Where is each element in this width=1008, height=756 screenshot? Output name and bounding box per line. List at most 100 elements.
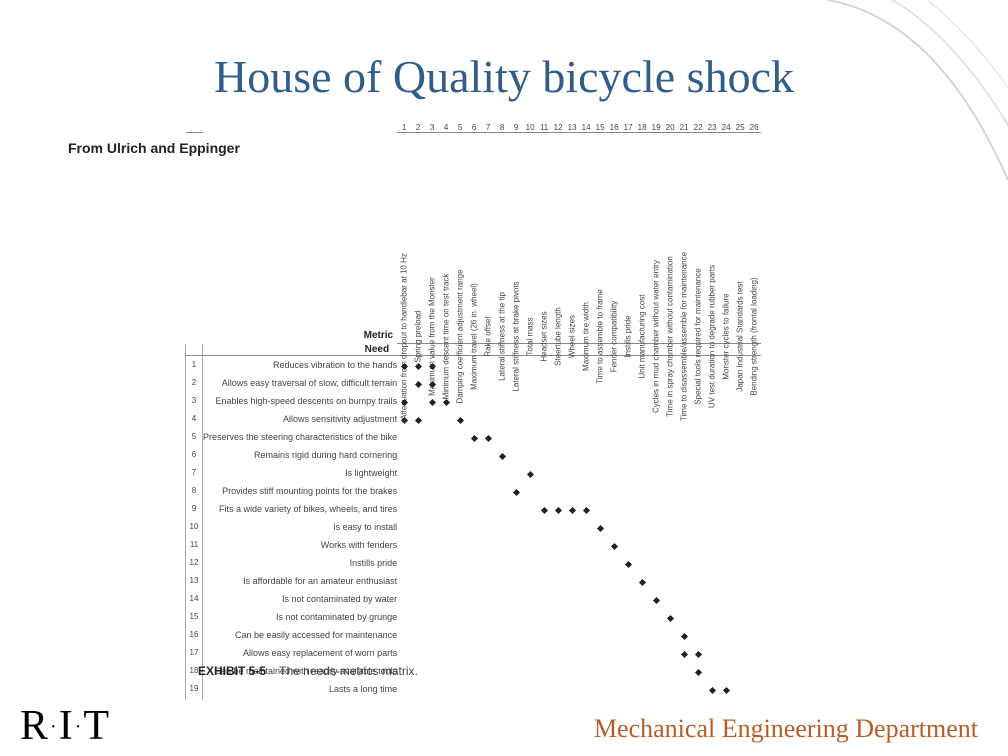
metric-label: Instills pride xyxy=(624,315,633,357)
metric-label: Monster cycles to failure xyxy=(722,293,731,379)
metric-col-num: 17 xyxy=(621,120,635,133)
metric-col-num: 23 xyxy=(705,120,719,133)
metric-label: Total mass xyxy=(526,317,535,355)
metric-label: Spring preload xyxy=(414,310,423,362)
relation-dot xyxy=(457,416,464,423)
need-label: Instills pride xyxy=(203,554,398,572)
relation-dot xyxy=(513,488,520,495)
need-row: 19Lasts a long time xyxy=(186,680,762,698)
relation-dot xyxy=(485,434,492,441)
metric-label: Damping coefficient adjustment range xyxy=(456,269,465,403)
metric-label: Wheel sizes xyxy=(568,315,577,358)
relation-dot xyxy=(443,398,450,405)
need-label: Is not contaminated by grunge xyxy=(203,608,398,626)
relation-dot xyxy=(653,596,660,603)
metric-col-num: 22 xyxy=(691,120,705,133)
need-label: Allows easy traversal of slow, difficult… xyxy=(203,374,398,392)
relation-dot xyxy=(499,452,506,459)
metric-col-num: 1 xyxy=(397,120,411,133)
need-label: Remains rigid during hard cornering xyxy=(203,446,398,464)
relation-dot xyxy=(681,632,688,639)
need-row: 16Can be easily accessed for maintenance xyxy=(186,626,762,644)
need-label: Is lightweight xyxy=(203,464,398,482)
relation-dot xyxy=(639,578,646,585)
metric-col-num: 20 xyxy=(663,120,677,133)
metric-col-num: 10 xyxy=(523,120,537,133)
metric-col-num: 2 xyxy=(411,120,425,133)
metric-col-num: 12 xyxy=(551,120,565,133)
need-row: 13Is affordable for an amateur enthusias… xyxy=(186,572,762,590)
metric-col-num: 14 xyxy=(579,120,593,133)
metric-label: Maximum travel (26 in. wheel) xyxy=(470,283,479,390)
need-row: 15Is not contaminated by grunge xyxy=(186,608,762,626)
relation-dot xyxy=(681,650,688,657)
metric-col-num: 7 xyxy=(481,120,495,133)
relation-dot xyxy=(709,686,716,693)
metric-col-num: 13 xyxy=(565,120,579,133)
metric-label: Fender compatibility xyxy=(610,301,619,373)
metric-col-num: 6 xyxy=(467,120,481,133)
relation-dot xyxy=(415,416,422,423)
slide-title: House of Quality bicycle shock xyxy=(0,50,1008,103)
metric-label: Minimum descent time on test track xyxy=(442,274,451,400)
relation-dot xyxy=(611,542,618,549)
relation-dot xyxy=(597,524,604,531)
relation-dot xyxy=(695,668,702,675)
metric-col-num: 9 xyxy=(509,120,523,133)
metric-label: Rake offset xyxy=(484,316,493,356)
metric-col-num: 25 xyxy=(733,120,747,133)
need-header: Need xyxy=(203,344,398,356)
metric-col-num: 26 xyxy=(747,120,761,133)
metric-header: Metric xyxy=(364,330,393,341)
relation-dot xyxy=(625,560,632,567)
metric-col-num: 11 xyxy=(537,120,551,133)
need-row: 17Allows easy replacement of worn parts xyxy=(186,644,762,662)
metric-col-num: 4 xyxy=(439,120,453,133)
metric-label: Lateral stiffness at the tip xyxy=(498,292,507,381)
department-name: Mechanical Engineering Department xyxy=(594,714,978,744)
relation-dot xyxy=(527,470,534,477)
metric-col-num: 16 xyxy=(607,120,621,133)
exhibit-text: The needs-metrics matrix. xyxy=(279,664,418,678)
need-label: Preserves the steering characteristics o… xyxy=(203,428,398,446)
need-label: Is affordable for an amateur enthusiast xyxy=(203,572,398,590)
metric-label: Time to assemble to frame xyxy=(596,289,605,383)
need-row: 12Instills pride xyxy=(186,554,762,572)
metric-col-num: 18 xyxy=(635,120,649,133)
slide: House of Quality bicycle shock From Ulri… xyxy=(0,0,1008,756)
exhibit-caption: EXHIBIT 5-5 The needs-metrics matrix. xyxy=(198,664,418,678)
relation-dot xyxy=(695,650,702,657)
metric-label: Bending strength (frontal loading) xyxy=(750,277,759,395)
need-row: 10Is easy to install xyxy=(186,518,762,536)
need-row: 7Is lightweight xyxy=(186,464,762,482)
exhibit-label: EXHIBIT 5-5 xyxy=(198,664,266,678)
need-label: Can be easily accessed for maintenance xyxy=(203,626,398,644)
metric-label: Maximum tire width xyxy=(582,302,591,371)
need-row: 8Provides stiff mounting points for the … xyxy=(186,482,762,500)
need-label: Fits a wide variety of bikes, wheels, an… xyxy=(203,500,398,518)
metric-col-num: 21 xyxy=(677,120,691,133)
relation-dot xyxy=(555,506,562,513)
footer: R·I·T Mechanical Engineering Department xyxy=(0,700,1008,756)
metric-label: Cycles in mud chamber without water entr… xyxy=(652,260,661,413)
relation-dot xyxy=(415,362,422,369)
need-label: Is not contaminated by water xyxy=(203,590,398,608)
needs-metrics-matrix: 1234567891011121314151617181920212223242… xyxy=(185,120,805,717)
relation-dot xyxy=(429,398,436,405)
need-row: 6Remains rigid during hard cornering xyxy=(186,446,762,464)
metric-label: Japan Industrial Standards test xyxy=(736,281,745,391)
metric-label: Unit manufacturing cost xyxy=(638,294,647,378)
need-label: Allows easy replacement of worn parts xyxy=(203,644,398,662)
metric-label: Time to disassemble/assemble for mainten… xyxy=(680,252,689,421)
relation-dot xyxy=(415,380,422,387)
need-row: 11Works with fenders xyxy=(186,536,762,554)
metric-label: Steertube length xyxy=(554,307,563,366)
need-row: 9Fits a wide variety of bikes, wheels, a… xyxy=(186,500,762,518)
metric-label: Special tools required for maintenance xyxy=(694,268,703,405)
metric-col-num: 19 xyxy=(649,120,663,133)
metric-label: Attenuation from dropout to handlebar at… xyxy=(400,253,409,420)
relation-dot xyxy=(583,506,590,513)
relation-dot xyxy=(541,506,548,513)
need-label: Enables high-speed descents on bumpy tra… xyxy=(203,392,398,410)
need-row: 14Is not contaminated by water xyxy=(186,590,762,608)
